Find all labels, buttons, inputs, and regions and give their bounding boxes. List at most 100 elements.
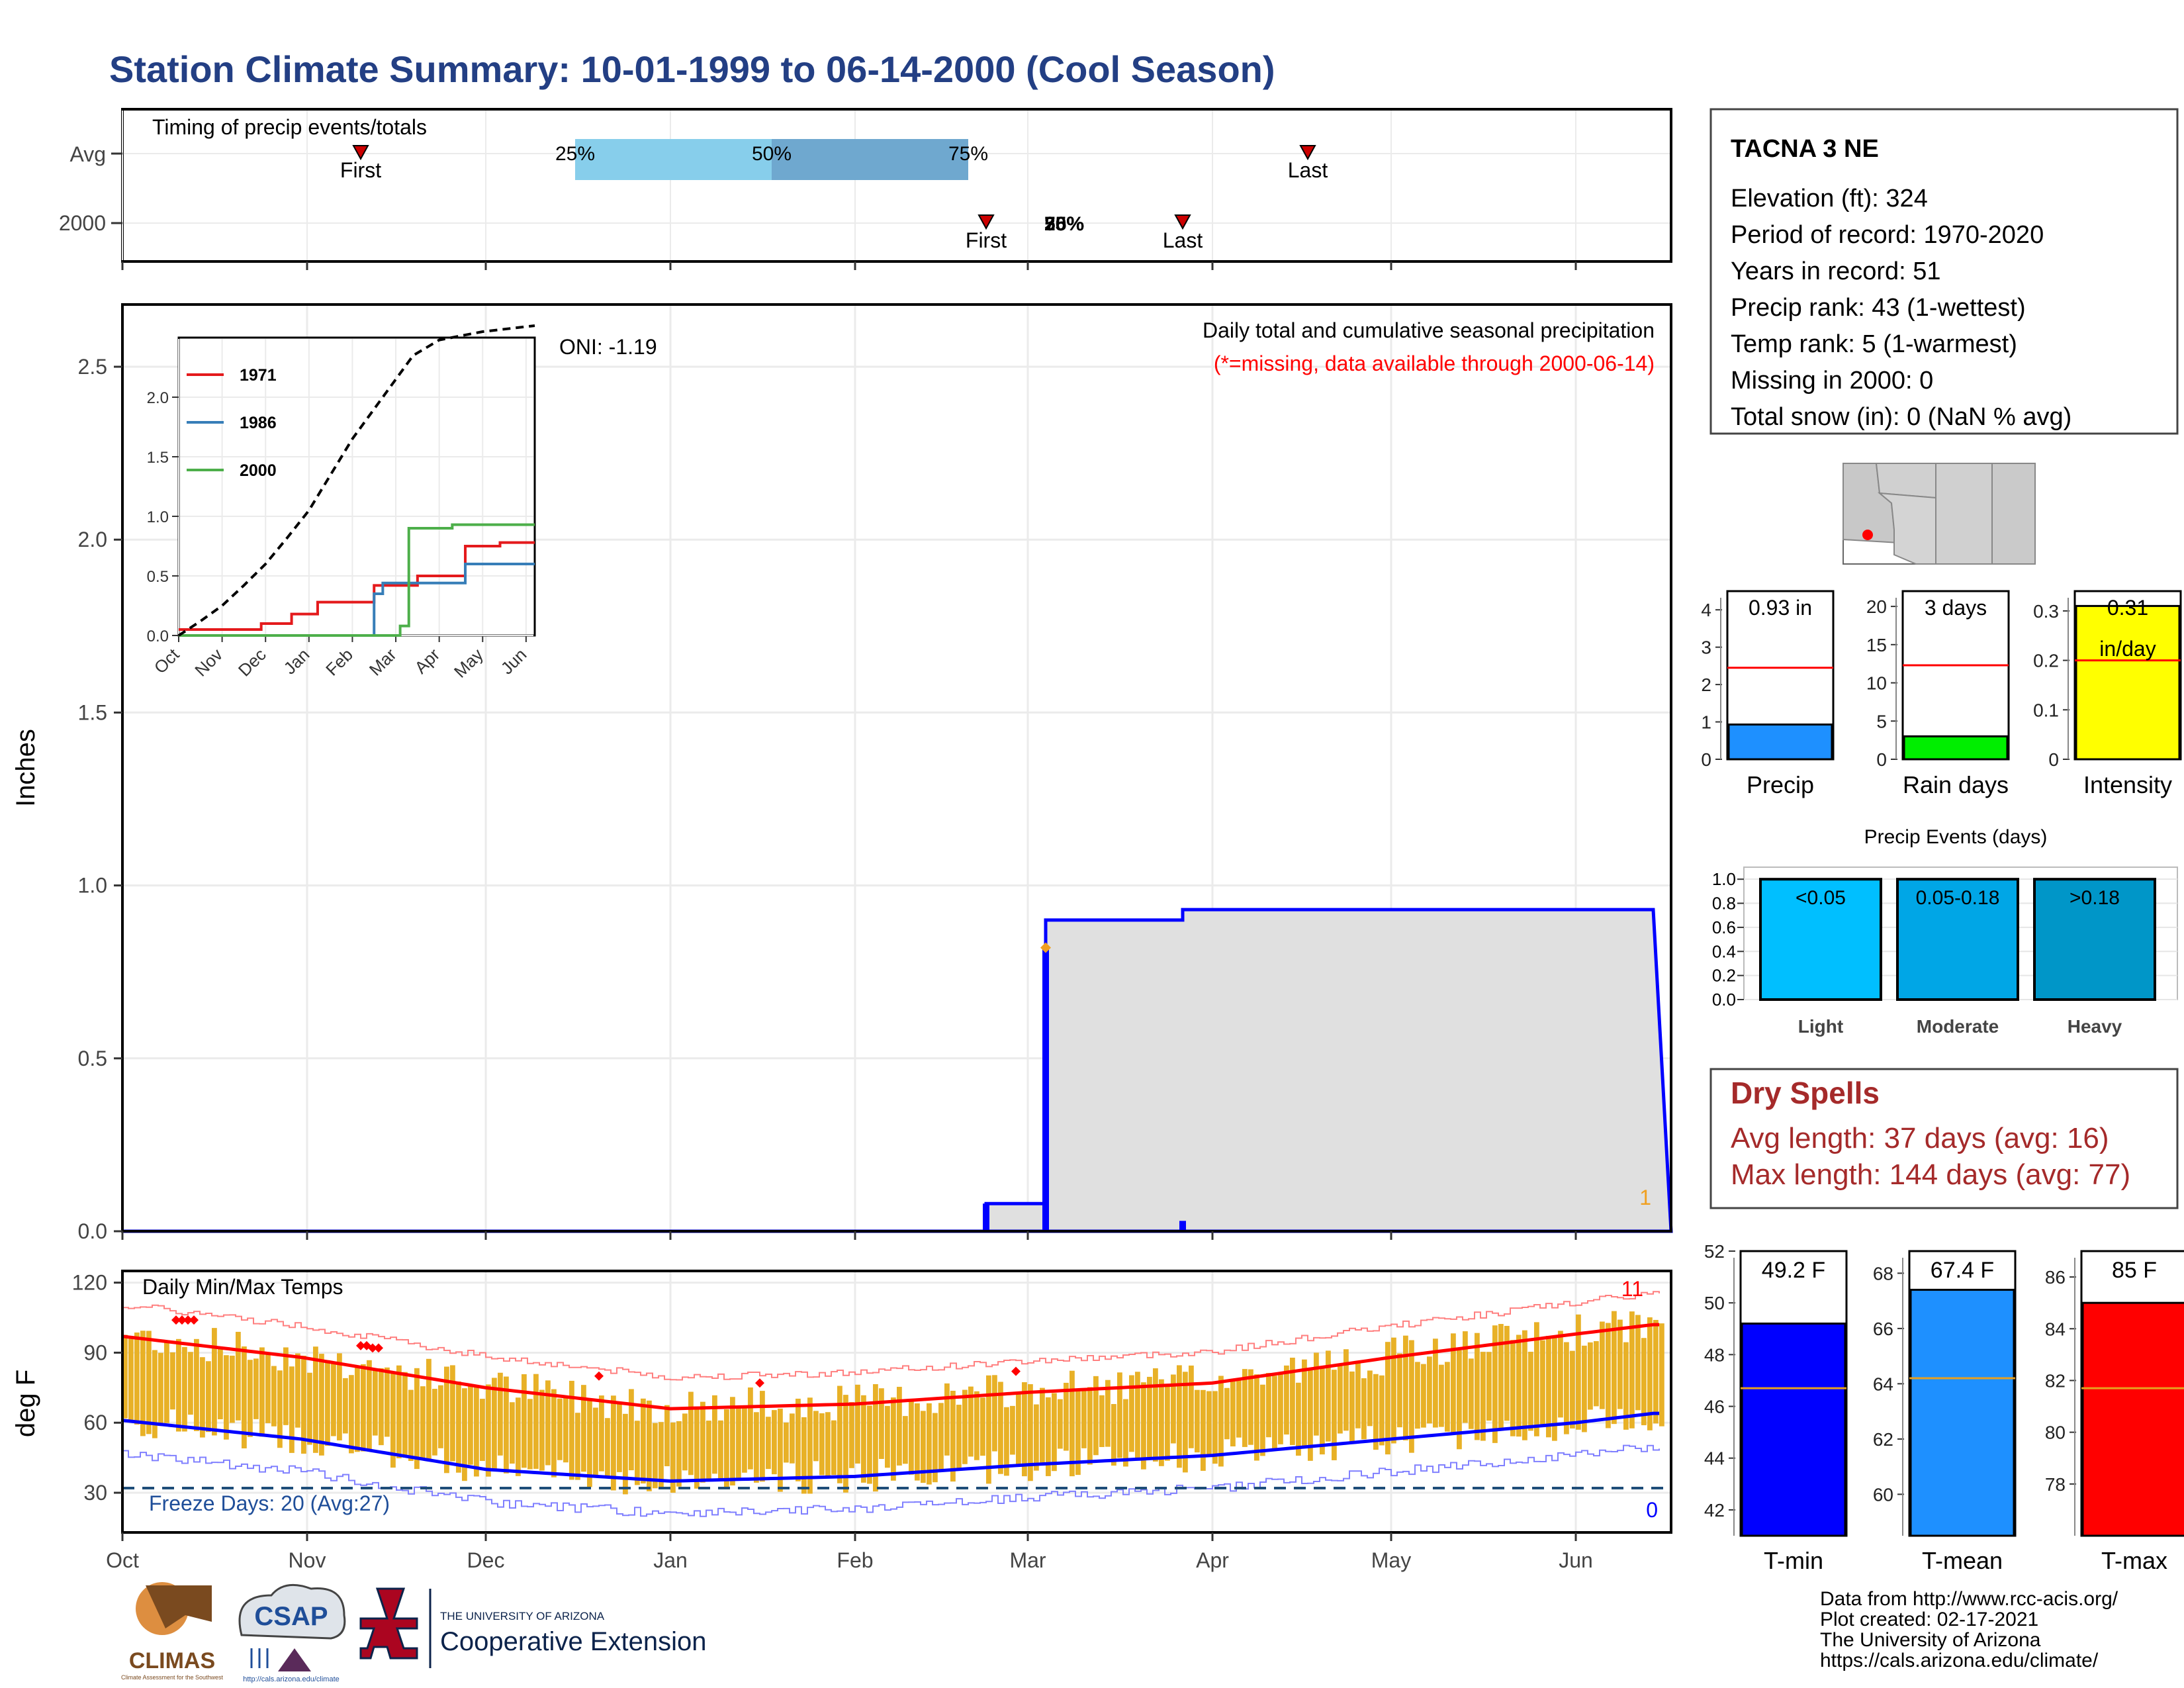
temp-daily-bar [218, 1348, 223, 1420]
temp-daily-bar [1623, 1342, 1629, 1430]
temp-daily-bar [1153, 1368, 1158, 1462]
temp-daily-bar [1206, 1391, 1212, 1454]
mini-bar-tick-label: 4 [1701, 600, 1711, 620]
temp-daily-bar [1069, 1370, 1075, 1477]
timing-label: Timing of precip events/totals [152, 115, 427, 139]
csap-cloud [238, 1583, 346, 1640]
temp-summary-bar [1909, 1288, 2015, 1537]
temp-daily-bar [1004, 1407, 1009, 1476]
temp-daily-bar [456, 1381, 461, 1473]
temp-daily-bar [968, 1386, 974, 1457]
temp-daily-bar [1052, 1393, 1057, 1472]
footer-line-3: The University of Arizona [1820, 1629, 2041, 1651]
temp-daily-bar [1183, 1372, 1188, 1473]
mini-bar-tick-label: 20 [1866, 596, 1887, 617]
events-y-tick-label: 0.2 [1712, 966, 1736, 986]
temp-summary-value-label: 85 F [2112, 1258, 2157, 1283]
temp-daily-bar [712, 1395, 717, 1474]
temp-daily-bar [1224, 1387, 1230, 1440]
temp-daily-bar [873, 1383, 878, 1492]
temp-y-tick-label: 120 [72, 1271, 107, 1295]
max-above-count: 11 [1621, 1277, 1643, 1301]
temp-daily-bar [230, 1355, 235, 1423]
dry-spells-frame [1709, 1068, 2179, 1209]
temp-daily-bar [754, 1412, 759, 1483]
temp-daily-bar [748, 1387, 753, 1470]
temp-daily-bar [248, 1360, 253, 1437]
temp-daily-bar [605, 1418, 610, 1477]
timing-avg-last-marker [1299, 145, 1316, 161]
temp-daily-bar [742, 1407, 747, 1473]
temp-daily-bar [474, 1387, 479, 1477]
timing-2000-75-label: 75% [1044, 213, 1084, 235]
temp-daily-bar [1629, 1311, 1635, 1429]
temp-summary-value-label: 67.4 F [1931, 1258, 1994, 1283]
footer: CLIMAS Climate Assessment for the Southw… [121, 1582, 2118, 1683]
temp-daily-bar [277, 1370, 283, 1448]
station-box-frame [1709, 108, 2179, 435]
precip-events-title: Precip Events (days) [1864, 826, 2048, 848]
temp-daily-bar [1058, 1399, 1063, 1449]
temp-daily-bar [956, 1405, 962, 1470]
temp-daily-bar [700, 1401, 705, 1483]
temp-daily-bar [1594, 1341, 1599, 1407]
mini-bar-tick-label: 15 [1866, 635, 1887, 655]
temp-daily-bar [986, 1375, 991, 1484]
month-label: May [1371, 1548, 1411, 1572]
temp-daily-bar [1617, 1319, 1623, 1409]
station-line-years: Years in record: 51 [1731, 258, 1941, 285]
temp-daily-bar [1189, 1365, 1194, 1448]
inset-series-max [177, 324, 535, 637]
month-x-axis: Oct Nov Dec Jan Feb Mar Apr May Jun [106, 1532, 1593, 1572]
station-location-dot [1862, 530, 1873, 540]
precip-x-ticks [121, 1231, 1577, 1240]
mini-bar-tick-label: 2 [1701, 675, 1711, 695]
month-label: Jan [653, 1548, 688, 1572]
temp-daily-bar [867, 1405, 872, 1484]
temp-daily-bar [331, 1362, 336, 1436]
temp-daily-bar [980, 1397, 985, 1456]
temp-daily-bar [480, 1399, 485, 1462]
timing-avg-75-label: 75% [948, 143, 988, 165]
daily-precip-bar [1042, 947, 1049, 1231]
temp-daily-bar [1302, 1359, 1307, 1448]
temp-daily-bar [444, 1366, 449, 1474]
csap-logo-text: CSAP [254, 1602, 328, 1631]
temp-daily-bar [438, 1385, 443, 1448]
station-line-elevation: Elevation (ft): 324 [1731, 185, 1928, 212]
temp-daily-bar [1379, 1375, 1385, 1446]
precip-subtitle: Daily total and cumulative seasonal prec… [1203, 318, 1655, 342]
events-y-tick-label: 0.4 [1712, 941, 1736, 961]
temp-daily-bar [420, 1386, 426, 1458]
temp-daily-bar [653, 1423, 658, 1489]
temp-daily-bar [641, 1398, 646, 1483]
temp-daily-bar [927, 1403, 932, 1485]
temp-daily-bar [1248, 1369, 1253, 1445]
temp-daily-bar [784, 1422, 789, 1463]
temp-daily-bar [1385, 1342, 1390, 1455]
temp-daily-bar [664, 1405, 670, 1466]
temp-summary-tick-label: 78 [2045, 1474, 2066, 1495]
temp-daily-bar [1278, 1372, 1283, 1444]
mini-bar-category-label: Rain days [1903, 771, 2009, 798]
temp-daily-bar [831, 1420, 837, 1476]
mini-bar-tick-label: 0 [1876, 749, 1887, 770]
record-high-marker [755, 1378, 764, 1388]
precip-y-label: Inches [11, 729, 40, 807]
temp-daily-bar [1463, 1331, 1468, 1423]
temp-daily-bar [146, 1331, 152, 1434]
temp-daily-bar [1242, 1369, 1248, 1447]
timing-panel: Timing of precip events/totals Avg 2000 … [59, 108, 1672, 270]
temp-daily-bar [253, 1358, 259, 1419]
temp-daily-bar [611, 1395, 616, 1491]
temp-daily-bar [1510, 1340, 1516, 1436]
temp-daily-bar [426, 1358, 432, 1460]
temp-daily-bar [635, 1421, 640, 1485]
temp-daily-bar [1475, 1333, 1480, 1440]
mini-bar-value-label: 0.31 [2107, 596, 2148, 620]
temp-summary-tick-label: 80 [2045, 1423, 2066, 1443]
footer-line-4: https://cals.arizona.edu/climate/ [1820, 1650, 2099, 1671]
record-high-marker [368, 1343, 377, 1353]
mini-bar-value-label: 3 days [1925, 596, 1987, 620]
temp-daily-bar [1570, 1350, 1575, 1429]
